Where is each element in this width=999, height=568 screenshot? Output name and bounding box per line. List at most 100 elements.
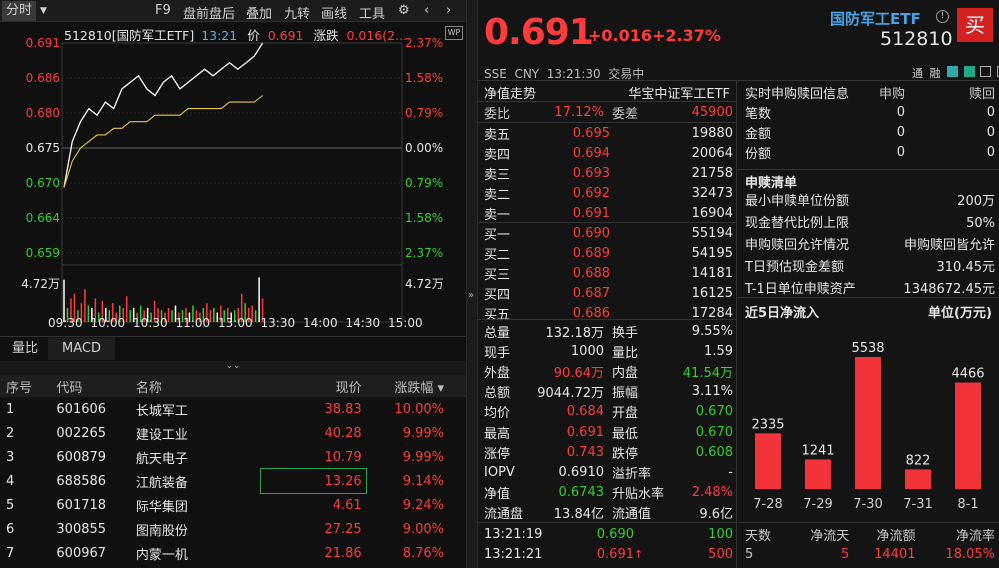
- table-row[interactable]: 5 601718 际华集团 4.61 9.24%: [0, 493, 466, 517]
- tools-button[interactable]: 工具: [359, 7, 386, 22]
- tab-time-share[interactable]: 分时: [2, 1, 37, 21]
- col-name[interactable]: 名称: [135, 375, 262, 397]
- inflow-days-header: 净流天: [810, 528, 850, 544]
- level-price: 0.691: [572, 206, 610, 222]
- time-tick-label: 13:00: [218, 316, 253, 330]
- stat-value: 0.743: [566, 444, 604, 460]
- stock-name: 图南股份: [135, 523, 188, 539]
- table-row[interactable]: 1 601606 长城军工 38.83 10.00%: [0, 397, 466, 421]
- pct-tick-label: 1.58%: [405, 71, 444, 85]
- stock-price: 38.83: [324, 401, 362, 417]
- table-row[interactable]: 4 688586 江航装备 13.26 9.14%: [0, 468, 466, 494]
- tong-icon[interactable]: 通: [912, 67, 923, 80]
- jiuzhuan-button[interactable]: 九转: [284, 7, 311, 22]
- flow-unit: 单位(万元): [928, 306, 992, 321]
- ask-row[interactable]: 卖二 0.692 32473: [484, 184, 733, 204]
- list-row: T-1日单位申赎资产 1348672.45元: [745, 279, 995, 301]
- tick-row: 13:21:19 0.690 100: [484, 524, 733, 544]
- ask-row[interactable]: 卖四 0.694 20064: [484, 143, 733, 163]
- stat-row: 净值 0.6743 升贴水率 2.48%: [484, 483, 733, 503]
- list-value: 1348672.45元: [903, 282, 995, 297]
- ask-row[interactable]: 卖三 0.693 21758: [484, 163, 733, 183]
- tick-arrow-icon: ↑: [634, 547, 644, 561]
- stat-value: 0.670: [695, 404, 733, 420]
- level-label: 买一: [484, 227, 511, 243]
- overlay-button[interactable]: 叠加: [246, 7, 273, 22]
- panel-divider[interactable]: »: [466, 0, 478, 568]
- list-row: T日预估现金差额 310.45元: [745, 257, 995, 279]
- flow-summary: 天数 净流天 净流额 净流率 5 5 14401 18.05%: [745, 524, 995, 564]
- collapse-arrow-icon[interactable]: ⌄⌄: [0, 361, 466, 374]
- info-icon[interactable]: !: [936, 10, 949, 23]
- table-row[interactable]: 2 002265 建设工业 40.28 9.99%: [0, 421, 466, 445]
- stock-code: 002265: [56, 425, 107, 441]
- stock-change: 9.24%: [402, 497, 444, 513]
- weicha-label: 委差: [612, 106, 639, 122]
- stat-value: -: [728, 464, 733, 480]
- flow-title: 近5日净流入: [745, 306, 820, 321]
- bid-row[interactable]: 买一 0.690 55194: [484, 223, 733, 243]
- stat-value: 2.48%: [691, 485, 733, 501]
- shortcut-icons: 通 融: [912, 65, 999, 81]
- chart-header: 512810[国防军工ETF] 13:21 价 0.691 涨跌 0.016(2…: [64, 25, 407, 44]
- level-price: 0.688: [572, 265, 610, 281]
- bid-row[interactable]: 买四 0.687 16125: [484, 284, 733, 304]
- bid-row[interactable]: 买二 0.689 54195: [484, 243, 733, 263]
- level-price: 0.690: [572, 225, 610, 241]
- row-index: 7: [6, 545, 15, 561]
- col-change[interactable]: 涨跌幅 ▾: [365, 375, 466, 397]
- chevron-right-icon[interactable]: ›: [446, 3, 452, 18]
- chart-frame: [61, 42, 403, 323]
- stock-change: 10.00%: [394, 401, 444, 417]
- stat-value: 0.684: [566, 404, 604, 420]
- tick-volume: 500: [708, 546, 733, 562]
- time-tick-label: 13:30: [260, 316, 296, 330]
- premarket-button[interactable]: 盘前盘后: [183, 7, 236, 22]
- list-label: 申购赎回允许情况: [745, 238, 850, 253]
- chevron-left-icon[interactable]: ‹: [424, 3, 430, 18]
- stat-label: 总量: [484, 325, 511, 341]
- table-row[interactable]: 6 300855 图南股份 27.25 9.00%: [0, 517, 466, 541]
- time-tick-label: 15:00: [388, 316, 423, 330]
- grid-icon[interactable]: [980, 66, 991, 77]
- chart-icon[interactable]: [963, 66, 975, 77]
- ask-row[interactable]: 卖五 0.695 19880: [484, 123, 733, 143]
- stat-row: 流通盘 13.84亿 流通值 9.6亿: [484, 503, 733, 523]
- tab-volume-ratio[interactable]: 量比: [12, 341, 39, 356]
- stat-value: 41.54万: [682, 365, 733, 381]
- window-icon[interactable]: [996, 66, 999, 77]
- fund-name[interactable]: 国防军工ETF: [830, 10, 921, 28]
- table-row[interactable]: 7 600967 内蒙一机 21.86 8.76%: [0, 541, 466, 565]
- price-tick-label: 0.680: [25, 106, 60, 120]
- inflow-date-label: 7-30: [853, 497, 883, 512]
- stock-price: 13.26: [260, 468, 367, 494]
- edit-icon[interactable]: [947, 66, 958, 77]
- tab-macd[interactable]: MACD: [48, 338, 115, 360]
- stat-label: 振幅: [612, 386, 639, 402]
- wp-icon[interactable]: WP: [445, 26, 463, 40]
- col-index[interactable]: 序号: [0, 375, 57, 397]
- stock-name: 江航装备: [135, 475, 188, 491]
- gear-icon[interactable]: ⚙: [398, 3, 410, 18]
- f9-button[interactable]: F9: [155, 3, 171, 18]
- price-tick-label: 0.691: [25, 36, 60, 50]
- weibi-row: 委比 17.12% 委差 45900: [484, 102, 733, 122]
- time-tick-label: 14:30: [345, 316, 381, 330]
- subscribe-value: 0: [896, 124, 905, 140]
- expand-arrow-icon[interactable]: »: [468, 290, 475, 301]
- stat-row: 总额 9044.72万 振幅 3.11%: [484, 382, 733, 402]
- buy-button[interactable]: 买: [957, 8, 993, 42]
- col-code[interactable]: 代码: [56, 375, 136, 397]
- draw-line-button[interactable]: 画线: [321, 7, 348, 22]
- level-label: 卖四: [484, 147, 511, 163]
- stock-price: 27.25: [324, 521, 362, 537]
- table-row[interactable]: 3 600879 航天电子 10.79 9.99%: [0, 445, 466, 469]
- level-price: 0.695: [572, 125, 610, 141]
- dropdown-arrow-icon[interactable]: ▼: [40, 6, 47, 16]
- stock-name: 长城军工: [135, 403, 188, 419]
- rong-icon[interactable]: 融: [929, 67, 941, 80]
- bid-row[interactable]: 买三 0.688 14181: [484, 263, 733, 283]
- ask-row[interactable]: 卖一 0.691 16904: [484, 204, 733, 224]
- col-price[interactable]: 现价: [261, 375, 366, 397]
- nav-title[interactable]: 净值走势: [484, 87, 537, 102]
